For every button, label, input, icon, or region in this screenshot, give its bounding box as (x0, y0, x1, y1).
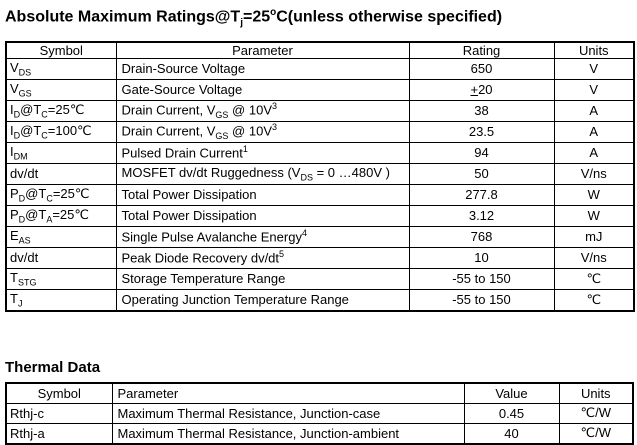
table-row: VDS Drain-Source Voltage 650 V (5, 57, 635, 80)
cell-symbol: PD@TC=25℃ (5, 183, 117, 206)
table-row: dv/dt Peak Diode Recovery dv/dt5 10 V/ns (5, 246, 635, 269)
cell-units: ℃/W (558, 402, 634, 424)
table-row: TSTG Storage Temperature Range -55 to 150 ℃ (5, 267, 635, 290)
cell-symbol: PD@TA=25℃ (5, 204, 117, 227)
cell-units: A (553, 99, 635, 122)
abs-max-table-body: VDS Drain-Source Voltage 650 V VGS Gate-Sourc… (5, 57, 635, 312)
cell-parameter: Peak Diode Recovery dv/dt5 (115, 246, 410, 269)
table-row: EAS Single Pulse Avalanche Energy4 768 mJ (5, 225, 635, 248)
cell-units: W (553, 204, 635, 227)
cell-rating: +20 (408, 78, 555, 101)
cell-symbol: ID@TC=100℃ (5, 120, 117, 143)
cell-rating: 23.5 (408, 120, 555, 143)
cell-rating: 650 (408, 57, 555, 80)
cell-units: ℃/W (558, 422, 634, 445)
cell-symbol: Rthj-a (5, 422, 113, 445)
column-header-rating: Rating (408, 41, 555, 59)
cell-symbol: Rthj-c (5, 402, 113, 424)
table-row: ID@TC=100℃ Drain Current, VGS @ 10V3 23.5 A (5, 120, 635, 143)
cell-symbol: TJ (5, 288, 117, 312)
abs-max-title: Absolute Maximum Ratings@Tj=25oC(unless … (5, 7, 503, 29)
cell-units: mJ (553, 225, 635, 248)
cell-symbol: EAS (5, 225, 117, 248)
table-row: PD@TA=25℃ Total Power Dissipation 3.12 W (5, 204, 635, 227)
table-row: VGS Gate-Source Voltage +20 V (5, 78, 635, 101)
cell-parameter: Pulsed Drain Current1 (115, 141, 410, 164)
cell-symbol: VGS (5, 78, 117, 101)
cell-rating: 768 (408, 225, 555, 248)
cell-parameter: Storage Temperature Range (115, 267, 410, 290)
cell-parameter: Maximum Thermal Resistance, Junction-cas… (111, 402, 465, 424)
cell-symbol: IDM (5, 141, 117, 164)
cell-parameter: Total Power Dissipation (115, 183, 410, 206)
cell-units: V (553, 78, 635, 101)
cell-parameter: Drain-Source Voltage (115, 57, 410, 80)
cell-rating: 10 (408, 246, 555, 269)
column-header-units: Units (553, 41, 635, 59)
thermal-title: Thermal Data (5, 358, 101, 376)
column-header-symbol: Symbol (5, 382, 113, 404)
cell-parameter: Gate-Source Voltage (115, 78, 410, 101)
abs-max-table: Symbol Parameter Rating Units VDS Drain-S… (5, 40, 635, 312)
cell-parameter: Single Pulse Avalanche Energy4 (115, 225, 410, 248)
table-row: TJ Operating Junction Temperature Range -5… (5, 288, 635, 312)
cell-rating: 3.12 (408, 204, 555, 227)
cell-parameter: Drain Current, VGS @ 10V3 (115, 120, 410, 143)
cell-units: A (553, 120, 635, 143)
cell-symbol: TSTG (5, 267, 117, 290)
cell-units: ℃ (553, 288, 635, 312)
table-row: dv/dt MOSFET dv/dt Ruggedness (VDS = 0 …4… (5, 162, 635, 185)
cell-parameter: Maximum Thermal Resistance, Junction-amb… (111, 422, 465, 445)
column-header-value: Value (463, 382, 560, 404)
cell-symbol: VDS (5, 57, 117, 80)
table-row: ID@TC=25℃ Drain Current, VGS @ 10V3 38 A (5, 99, 635, 122)
cell-rating: -55 to 150 (408, 267, 555, 290)
cell-units: A (553, 141, 635, 164)
cell-rating: 50 (408, 162, 555, 185)
thermal-header-row: Symbol Parameter Value Units (5, 382, 634, 404)
cell-rating: -55 to 150 (408, 288, 555, 312)
column-header-parameter: Parameter (111, 382, 465, 404)
column-header-symbol: Symbol (5, 41, 117, 59)
cell-rating: 94 (408, 141, 555, 164)
cell-symbol: ID@TC=25℃ (5, 99, 117, 122)
cell-value: 0.45 (463, 402, 560, 424)
cell-rating: 277.8 (408, 183, 555, 206)
cell-symbol: dv/dt (5, 162, 117, 185)
cell-units: V (553, 57, 635, 80)
column-header-units: Units (558, 382, 634, 404)
table-row: PD@TC=25℃ Total Power Dissipation 277.8 W (5, 183, 635, 206)
cell-value: 40 (463, 422, 560, 445)
cell-parameter: Total Power Dissipation (115, 204, 410, 227)
cell-units: V/ns (553, 246, 635, 269)
cell-units: W (553, 183, 635, 206)
column-header-parameter: Parameter (115, 41, 410, 59)
table-row: IDM Pulsed Drain Current1 94 A (5, 141, 635, 164)
cell-units: V/ns (553, 162, 635, 185)
cell-symbol: dv/dt (5, 246, 117, 269)
cell-parameter: Operating Junction Temperature Range (115, 288, 410, 312)
cell-parameter: MOSFET dv/dt Ruggedness (VDS = 0 …480V ) (115, 162, 410, 185)
table-row: Rthj-c Maximum Thermal Resistance, Juncti… (5, 402, 634, 424)
thermal-table-body: Rthj-c Maximum Thermal Resistance, Juncti… (5, 402, 634, 445)
abs-max-header-row: Symbol Parameter Rating Units (5, 41, 635, 59)
table-row: Rthj-a Maximum Thermal Resistance, Juncti… (5, 422, 634, 445)
cell-rating: 38 (408, 99, 555, 122)
thermal-table: Symbol Parameter Value Units Rthj-c Maxim… (5, 381, 634, 445)
cell-units: ℃ (553, 267, 635, 290)
cell-parameter: Drain Current, VGS @ 10V3 (115, 99, 410, 122)
